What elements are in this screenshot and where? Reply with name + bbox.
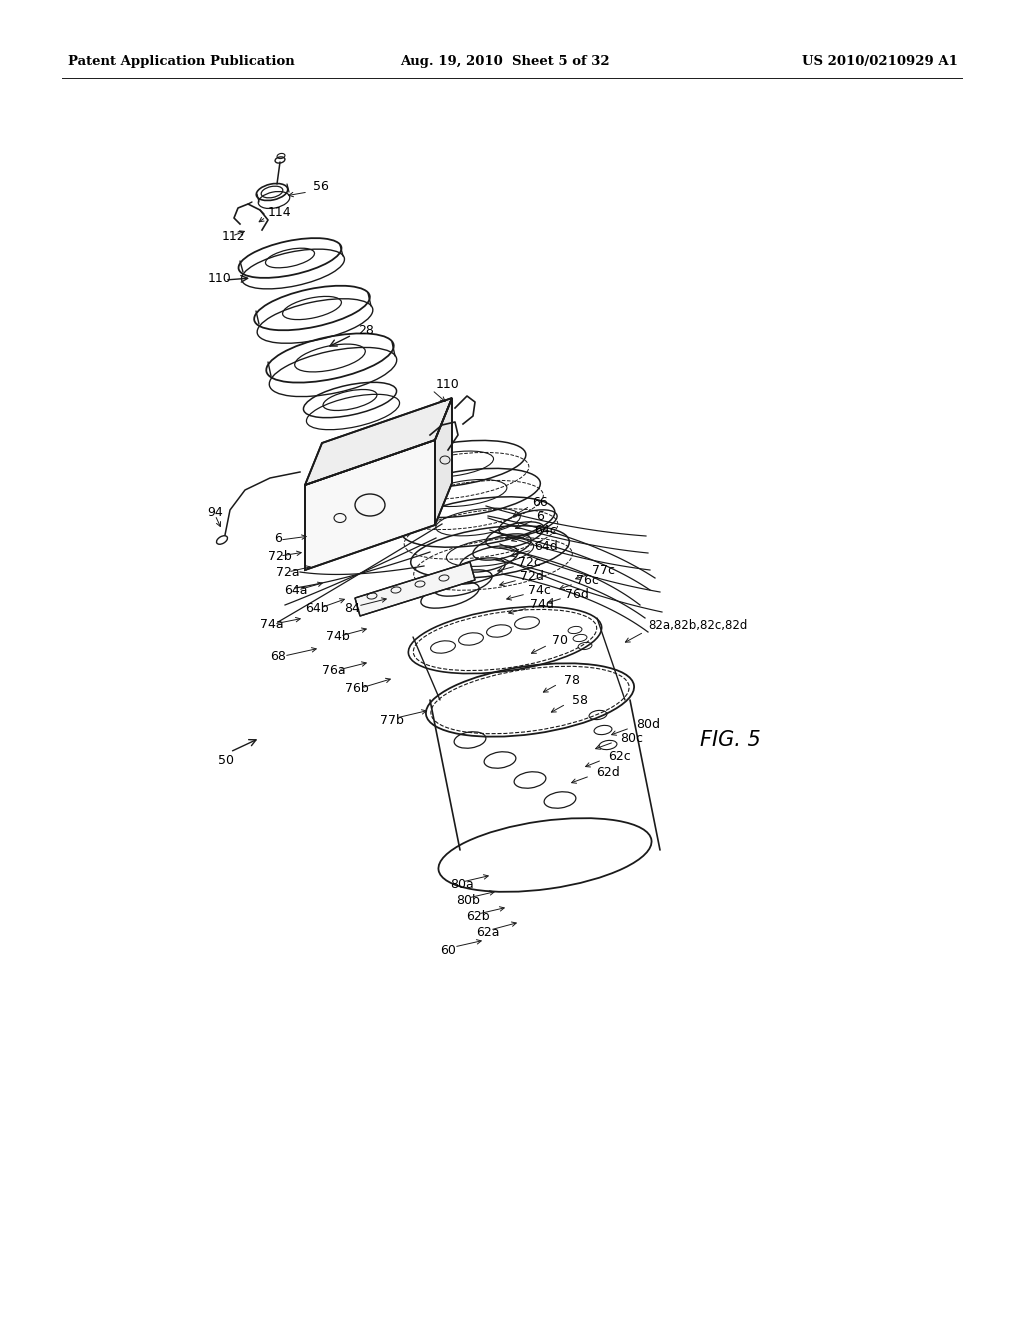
Text: 72d: 72d xyxy=(520,569,544,582)
Text: 74a: 74a xyxy=(260,618,284,631)
Text: 70: 70 xyxy=(552,634,568,647)
Text: 62c: 62c xyxy=(608,750,631,763)
Text: 94: 94 xyxy=(207,506,223,519)
Text: 66: 66 xyxy=(532,495,548,508)
Text: 68: 68 xyxy=(270,649,286,663)
Text: 78: 78 xyxy=(564,673,580,686)
Text: Patent Application Publication: Patent Application Publication xyxy=(68,55,295,69)
Text: 64b: 64b xyxy=(305,602,329,615)
Text: 62a: 62a xyxy=(476,925,500,939)
Polygon shape xyxy=(355,562,475,616)
Text: 110: 110 xyxy=(208,272,231,285)
Text: 64a: 64a xyxy=(284,583,307,597)
Text: 76d: 76d xyxy=(565,587,589,601)
Text: 72b: 72b xyxy=(268,549,292,562)
Text: 77c: 77c xyxy=(592,564,615,577)
Text: Aug. 19, 2010  Sheet 5 of 32: Aug. 19, 2010 Sheet 5 of 32 xyxy=(400,55,609,69)
Text: 62d: 62d xyxy=(596,766,620,779)
Text: FIG. 5: FIG. 5 xyxy=(700,730,761,750)
Text: US 2010/0210929 A1: US 2010/0210929 A1 xyxy=(802,55,958,69)
Text: 50: 50 xyxy=(218,754,234,767)
Polygon shape xyxy=(305,440,435,570)
Text: 110: 110 xyxy=(436,379,460,392)
Text: 84: 84 xyxy=(344,602,359,615)
Text: 76a: 76a xyxy=(322,664,346,676)
Text: 74c: 74c xyxy=(528,583,551,597)
Text: 6: 6 xyxy=(536,510,544,523)
Text: 28: 28 xyxy=(358,323,374,337)
Text: 82a,82b,82c,82d: 82a,82b,82c,82d xyxy=(648,619,748,632)
Text: 74d: 74d xyxy=(530,598,554,610)
Text: 58: 58 xyxy=(572,693,588,706)
Text: 72c: 72c xyxy=(518,556,541,569)
Text: 80d: 80d xyxy=(636,718,660,730)
Text: 62b: 62b xyxy=(466,909,489,923)
Polygon shape xyxy=(305,399,452,484)
Text: 112: 112 xyxy=(222,230,246,243)
Text: 114: 114 xyxy=(268,206,292,219)
Text: 76b: 76b xyxy=(345,681,369,694)
Text: 74b: 74b xyxy=(326,630,350,643)
Text: 56: 56 xyxy=(313,181,329,194)
Text: 77b: 77b xyxy=(380,714,403,726)
Polygon shape xyxy=(435,399,452,525)
Text: 6: 6 xyxy=(274,532,282,544)
Text: 64d: 64d xyxy=(534,540,558,553)
Text: 80a: 80a xyxy=(450,878,474,891)
Text: 80b: 80b xyxy=(456,894,480,907)
Text: 60: 60 xyxy=(440,944,456,957)
Text: 64c: 64c xyxy=(534,524,557,536)
Text: 72a: 72a xyxy=(276,565,300,578)
Text: 80c: 80c xyxy=(620,731,643,744)
Text: 76c: 76c xyxy=(575,573,599,586)
